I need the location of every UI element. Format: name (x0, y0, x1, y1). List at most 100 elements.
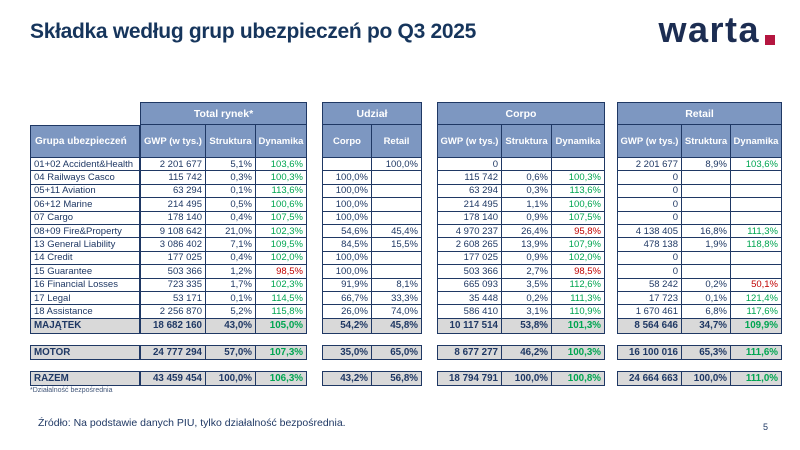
data-row: 07 Cargo 178 140 0,4% 107,5% 100,0% 178 140 0,… (30, 211, 782, 225)
value-cell: 2 256 870 (140, 305, 206, 319)
value-cell: 113,6% (256, 184, 307, 199)
value-cell (682, 265, 731, 279)
value-cell: 63 294 (437, 184, 502, 199)
value-cell: 5,1% (206, 158, 256, 172)
value-cell: 35 448 (437, 291, 502, 306)
section-gap (307, 238, 322, 251)
section-gap (422, 265, 437, 278)
value-cell: 98,5% (552, 265, 605, 279)
value-cell (372, 184, 422, 199)
value-cell: 0,1% (682, 291, 731, 306)
value-cell: 34,7% (682, 318, 731, 334)
razem-total-row: RAZEM 43 459 454 100,0% 106,3% 43,2% 56,8% 18 … (30, 370, 782, 386)
table-footnote: *Działalność bezpośrednia (30, 387, 113, 394)
value-cell (322, 158, 372, 172)
value-cell: 0,2% (502, 291, 552, 306)
value-cell (731, 198, 782, 212)
value-cell: 16 100 016 (617, 344, 682, 360)
value-cell: 178 140 (140, 211, 206, 225)
group-name-cell: 04 Railways Casco (30, 171, 140, 185)
column-header-cell: GWP (w tys.) (140, 125, 206, 158)
group-name-cell: 15 Guarantee (30, 265, 140, 279)
value-cell: 0 (617, 211, 682, 225)
value-cell: 58 242 (617, 278, 682, 292)
column-header-cell: Corpo (322, 125, 372, 158)
value-cell: 43,0% (206, 318, 256, 334)
value-cell (682, 251, 731, 266)
column-header-cell: Struktura (682, 125, 731, 158)
section-gap (422, 158, 437, 171)
value-cell: 24 664 663 (617, 370, 682, 386)
spacer-row (30, 334, 782, 345)
value-cell: 65,0% (372, 344, 422, 360)
section-gap (422, 319, 437, 334)
section-gap (605, 171, 617, 184)
section-gap (605, 319, 617, 334)
value-cell: 98,5% (256, 265, 307, 279)
motor-total-row: MOTOR 24 777 294 57,0% 107,3% 35,0% 65,0% 8 67… (30, 344, 782, 360)
value-cell: 121,4% (731, 291, 782, 306)
spacer (30, 334, 782, 345)
value-cell: 1 670 461 (617, 305, 682, 319)
value-cell (731, 171, 782, 185)
page-number: 5 (762, 422, 768, 432)
section-header-row: Total rynek* Udział Corpo Retail (30, 102, 782, 125)
value-cell: 54,2% (322, 318, 372, 334)
section-header-cell: Corpo (437, 102, 605, 125)
value-cell: 109,5% (256, 238, 307, 252)
column-header-cell: Struktura (206, 125, 256, 158)
data-row: 06+12 Marine 214 495 0,5% 100,6% 100,0% 214 4… (30, 198, 782, 212)
value-cell: 100,8% (552, 370, 605, 386)
value-cell: 723 335 (140, 278, 206, 292)
value-cell (372, 198, 422, 212)
group-name-cell: 14 Credit (30, 251, 140, 266)
section-gap (422, 292, 437, 305)
value-cell: 46,2% (502, 344, 552, 360)
value-cell: 65,3% (682, 344, 731, 360)
value-cell (682, 184, 731, 199)
section-gap (605, 345, 617, 360)
value-cell: 2,7% (502, 265, 552, 279)
value-cell: 503 366 (437, 265, 502, 279)
value-cell: 0 (617, 265, 682, 279)
value-cell: 1,9% (682, 238, 731, 252)
value-cell: 101,3% (552, 318, 605, 334)
value-cell: 0,1% (206, 184, 256, 199)
value-cell: 53 171 (140, 291, 206, 306)
value-cell: 100,0% (322, 265, 372, 279)
value-cell: 4 138 405 (617, 224, 682, 239)
logo-text: warta (658, 9, 760, 50)
value-cell: 115 742 (437, 171, 502, 185)
section-gap (307, 319, 322, 334)
section-gap (307, 198, 322, 211)
value-cell: 113,6% (552, 184, 605, 199)
row-header-cell: Grupa ubezpieczeń (30, 125, 140, 158)
data-row: 04 Railways Casco 115 742 0,3% 100,3% 100,0%… (30, 171, 782, 185)
value-cell: 33,3% (372, 291, 422, 306)
value-cell: 178 140 (437, 211, 502, 225)
value-cell: 56,8% (372, 370, 422, 386)
value-cell (731, 211, 782, 225)
section-gap (422, 279, 437, 292)
section-gap (422, 198, 437, 211)
data-row: 17 Legal 53 171 0,1% 114,5% 66,7% 33,3% 35 448… (30, 291, 782, 306)
page-title: Składka według grup ubezpieczeń po Q3 20… (30, 20, 477, 43)
value-cell: 111,3% (552, 291, 605, 306)
value-cell: 7,1% (206, 238, 256, 252)
section-gap (422, 185, 437, 198)
data-row: 05+11 Aviation 63 294 0,1% 113,6% 100,0% 63 2… (30, 184, 782, 199)
value-cell: 10 117 514 (437, 318, 502, 334)
value-cell: 15,5% (372, 238, 422, 252)
value-cell: 118,8% (731, 238, 782, 252)
value-cell (682, 198, 731, 212)
value-cell: 8 564 646 (617, 318, 682, 334)
section-gap (422, 171, 437, 184)
section-gap (307, 279, 322, 292)
spacer-row (30, 360, 782, 371)
logo-dot-icon (765, 35, 775, 45)
value-cell: 0,4% (206, 211, 256, 225)
section-gap (422, 212, 437, 225)
value-cell: 63 294 (140, 184, 206, 199)
value-cell: 102,3% (256, 224, 307, 239)
value-cell: 214 495 (140, 198, 206, 212)
